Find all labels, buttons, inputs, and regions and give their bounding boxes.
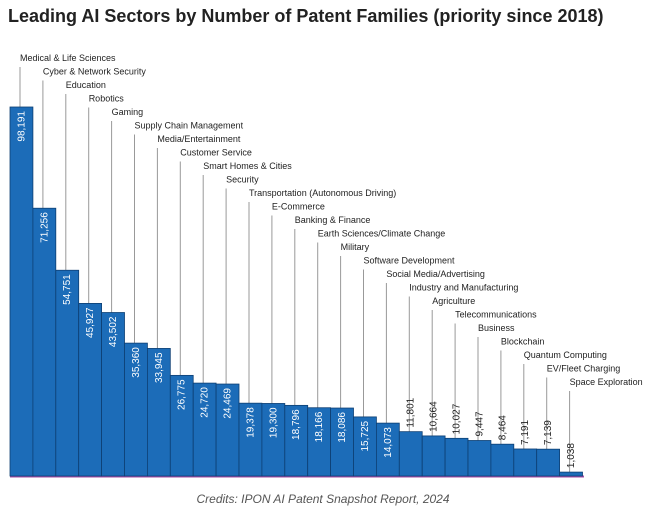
credit: Credits: IPON AI Patent Snapshot Report,… <box>196 492 449 506</box>
value-label: 18,086 <box>337 412 348 443</box>
bar <box>32 207 57 477</box>
category-label: Military <box>341 242 370 252</box>
category-label: Education <box>66 80 106 90</box>
value-label: 18,166 <box>314 411 325 442</box>
category-label: Robotics <box>89 94 125 104</box>
bar <box>421 435 446 477</box>
category-label: Supply Chain Management <box>135 121 244 131</box>
category-label: Blockchain <box>501 337 545 347</box>
value-label: 33,945 <box>154 352 165 383</box>
bar <box>398 431 423 477</box>
category-label: Software Development <box>364 256 456 266</box>
category-label: Industry and Manufacturing <box>409 283 518 293</box>
category-label: E-Commerce <box>272 202 325 212</box>
category-label: Gaming <box>112 107 144 117</box>
category-label: Smart Homes & Cities <box>203 161 292 171</box>
category-label: Cyber & Network Security <box>43 67 147 77</box>
value-label: 24,469 <box>223 388 234 419</box>
value-label: 9,447 <box>474 411 485 436</box>
value-label: 1,038 <box>566 443 577 468</box>
value-label: 7,139 <box>543 420 554 445</box>
bar <box>444 437 469 477</box>
value-label: 15,725 <box>360 420 371 451</box>
category-label: Business <box>478 323 515 333</box>
category-label: Customer Service <box>180 148 252 158</box>
value-label: 7,191 <box>520 420 531 445</box>
value-label: 14,073 <box>383 427 394 458</box>
category-label: Transportation (Autonomous Driving) <box>249 188 396 198</box>
value-label: 54,751 <box>62 274 73 305</box>
category-label: EV/Fleet Charging <box>547 364 621 374</box>
category-label: Security <box>226 175 259 185</box>
bar <box>467 440 492 477</box>
category-label: Social Media/Advertising <box>386 269 485 279</box>
value-label: 26,775 <box>177 379 188 410</box>
category-label: Telecommunications <box>455 310 537 320</box>
value-label: 18,796 <box>291 409 302 440</box>
category-label: Media/Entertainment <box>157 134 241 144</box>
bar <box>9 106 34 477</box>
value-label: 10,664 <box>429 401 440 432</box>
value-label: 19,300 <box>268 407 279 438</box>
bar <box>490 443 515 477</box>
value-label: 11,801 <box>406 397 417 427</box>
category-label: Medical & Life Sciences <box>20 53 116 63</box>
value-label: 8,464 <box>497 415 508 440</box>
category-label: Quantum Computing <box>524 350 607 360</box>
chart-title: Leading AI Sectors by Number of Patent F… <box>8 6 604 26</box>
category-label: Banking & Finance <box>295 215 371 225</box>
value-label: 19,378 <box>245 407 256 438</box>
bar <box>559 471 583 477</box>
value-label: 35,360 <box>131 347 142 378</box>
category-label: Agriculture <box>432 296 475 306</box>
value-label: 71,256 <box>39 212 50 243</box>
value-label: 43,502 <box>108 316 119 347</box>
category-label: Space Exploration <box>570 377 643 387</box>
value-label: 24,720 <box>200 387 211 418</box>
value-label: 10,027 <box>452 403 463 434</box>
bar <box>536 448 561 477</box>
category-label: Earth Sciences/Climate Change <box>318 229 446 239</box>
bar <box>513 448 538 477</box>
value-label: 98,191 <box>16 111 27 142</box>
value-label: 45,927 <box>85 307 96 338</box>
